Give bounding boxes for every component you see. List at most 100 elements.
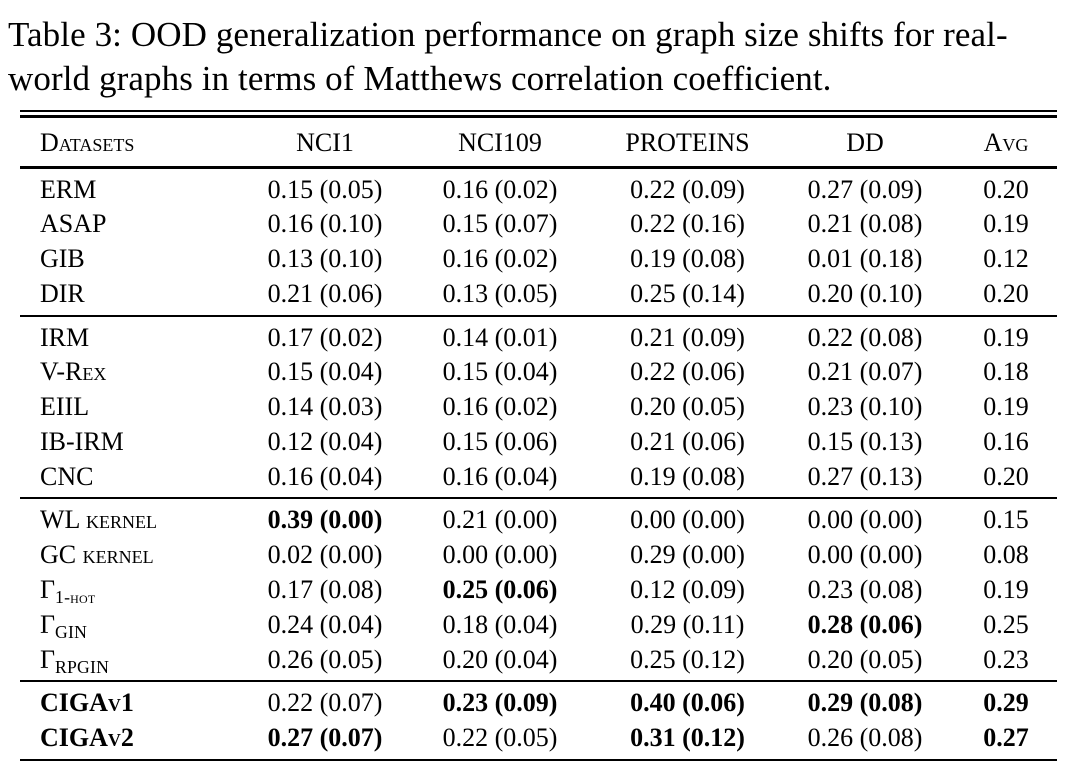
value-cell: 0.29 (0.08) bbox=[807, 688, 923, 718]
method-label-text: CNC bbox=[40, 462, 94, 491]
value-cell: 0.15 (0.13) bbox=[807, 427, 923, 457]
value-cell: 0.22 (0.16) bbox=[630, 209, 745, 239]
table-row: ERM 0.15 (0.05) 0.16 (0.02) 0.22 (0.09) 0.27… bbox=[20, 167, 1057, 207]
value-cell: 0.19 bbox=[983, 209, 1029, 239]
value-cell: 0.25 (0.12) bbox=[630, 644, 745, 674]
value-cell: 0.23 (0.09) bbox=[442, 688, 558, 718]
method-label-text: Γ bbox=[40, 644, 56, 674]
value-cell: 0.17 (0.08) bbox=[267, 575, 383, 605]
value-cell: 0.39 (0.00) bbox=[267, 505, 383, 535]
method-label: ΓGIN bbox=[20, 608, 250, 643]
value-cell: 0.22 (0.09) bbox=[630, 174, 745, 204]
table-header: Datasets NCI1 NCI109 PROTEINS DD Avg bbox=[20, 118, 1057, 168]
value-cell: 0.01 (0.18) bbox=[807, 244, 923, 274]
value-cell: 0.15 (0.06) bbox=[442, 427, 558, 457]
value-cell: 0.19 (0.08) bbox=[630, 462, 745, 491]
table-row: ΓGIN 0.24 (0.04) 0.18 (0.04) 0.29 (0.11) 0.2… bbox=[20, 608, 1057, 643]
value-cell: 0.00 (0.00) bbox=[442, 540, 558, 570]
method-label: Γ1-hot bbox=[20, 573, 250, 608]
table-row: CNC 0.16 (0.04) 0.16 (0.04) 0.19 (0.08) 0.27… bbox=[20, 460, 1057, 499]
method-label-text: EIIL bbox=[40, 392, 90, 422]
value-cell: 0.25 (0.14) bbox=[630, 279, 745, 309]
method-label: IRM bbox=[20, 316, 250, 355]
row-group: CIGAv1 0.22 (0.07) 0.23 (0.09) 0.40 (0.06) 0… bbox=[20, 681, 1057, 759]
value-cell: 0.14 (0.01) bbox=[442, 322, 558, 352]
value-cell: 0.22 (0.07) bbox=[267, 688, 383, 718]
table-row: GIB 0.13 (0.10) 0.16 (0.02) 0.19 (0.08) 0.01… bbox=[20, 242, 1057, 277]
column-header: Datasets bbox=[40, 127, 135, 157]
method-label: IB-IRM bbox=[20, 425, 250, 460]
method-label: DIR bbox=[20, 277, 250, 316]
table-row: WL kernel 0.39 (0.00) 0.21 (0.00) 0.00 (0.0… bbox=[20, 498, 1057, 537]
method-label: V-Rex bbox=[20, 355, 250, 390]
table-row: DIR 0.21 (0.06) 0.13 (0.05) 0.25 (0.14) 0.20… bbox=[20, 277, 1057, 316]
row-group: IRM 0.17 (0.02) 0.14 (0.01) 0.21 (0.09) 0.22… bbox=[20, 315, 1057, 499]
column-header: Avg bbox=[983, 127, 1029, 157]
value-cell: 0.23 (0.10) bbox=[807, 392, 923, 422]
table-row: IB-IRM 0.12 (0.04) 0.15 (0.06) 0.21 (0.06) 0… bbox=[20, 425, 1057, 460]
value-cell: 0.29 bbox=[983, 688, 1029, 718]
column-header: NCI109 bbox=[458, 127, 542, 157]
value-cell: 0.25 (0.06) bbox=[442, 575, 558, 605]
value-cell: 0.27 (0.07) bbox=[267, 723, 383, 753]
value-cell: 0.19 bbox=[983, 322, 1029, 352]
column-header: NCI1 bbox=[296, 127, 354, 157]
value-cell: 0.29 (0.00) bbox=[630, 540, 745, 570]
header-row: Datasets NCI1 NCI109 PROTEINS DD Avg bbox=[20, 118, 1057, 168]
value-cell: 0.16 (0.02) bbox=[442, 392, 558, 422]
value-cell: 0.00 (0.00) bbox=[630, 505, 745, 535]
value-cell: 0.25 bbox=[983, 610, 1029, 639]
value-cell: 0.00 (0.00) bbox=[807, 505, 923, 535]
method-label: GC kernel bbox=[20, 538, 250, 573]
value-cell: 0.12 (0.09) bbox=[630, 575, 745, 605]
table-row: IRM 0.17 (0.02) 0.14 (0.01) 0.21 (0.09) 0.22… bbox=[20, 316, 1057, 355]
value-cell: 0.26 (0.05) bbox=[267, 644, 383, 674]
table-row: EIIL 0.14 (0.03) 0.16 (0.02) 0.20 (0.05) 0.2… bbox=[20, 390, 1057, 425]
value-cell: 0.27 (0.13) bbox=[807, 462, 923, 491]
method-label-text: IB-IRM bbox=[40, 427, 124, 457]
value-cell: 0.40 (0.06) bbox=[630, 688, 745, 718]
value-cell: 0.02 (0.00) bbox=[267, 540, 383, 570]
table-top-rule bbox=[20, 109, 1057, 118]
value-cell: 0.14 (0.03) bbox=[267, 392, 383, 422]
method-label: CIGAv1 bbox=[20, 681, 250, 720]
value-cell: 0.16 (0.04) bbox=[442, 462, 558, 491]
value-cell: 0.00 (0.00) bbox=[807, 540, 923, 570]
value-cell: 0.16 bbox=[983, 427, 1029, 457]
value-cell: 0.33 (0.05) bbox=[775, 760, 955, 768]
table-row: ΓRPGIN 0.26 (0.05) 0.20 (0.04) 0.25 (0.12) 0… bbox=[20, 642, 1057, 681]
method-label-subscript: 1-hot bbox=[55, 587, 96, 608]
table-area: Datasets NCI1 NCI109 PROTEINS DD Avg ERM 0.15 … bbox=[20, 109, 1057, 768]
value-cell: 0.08 bbox=[983, 540, 1029, 570]
value-cell: 0.32 (0.05) bbox=[250, 760, 400, 768]
value-cell: 0.15 (0.05) bbox=[267, 174, 383, 204]
method-label-text: DIR bbox=[40, 279, 85, 309]
method-label: ΓRPGIN bbox=[20, 642, 250, 681]
method-label-text: IRM bbox=[40, 322, 90, 352]
value-cell: 0.20 bbox=[983, 174, 1029, 204]
value-cell: 0.16 (0.02) bbox=[442, 174, 558, 204]
value-cell: 0.20 (0.05) bbox=[630, 392, 745, 422]
value-cell: 0.20 (0.10) bbox=[807, 279, 923, 309]
value-cell: 0.21 (0.00) bbox=[442, 505, 558, 535]
method-label-text: V-Rex bbox=[40, 357, 107, 387]
table-row: CIGAv1 0.22 (0.07) 0.23 (0.09) 0.40 (0.06) 0… bbox=[20, 681, 1057, 720]
table-row: CIGAv2 0.27 (0.07) 0.22 (0.05) 0.31 (0.12) 0… bbox=[20, 721, 1057, 760]
value-cell: 0.27 (0.09) bbox=[807, 174, 923, 204]
value-cell: 0.13 (0.05) bbox=[442, 279, 558, 309]
method-label-text: ERM bbox=[40, 174, 97, 204]
value-cell: 0.15 bbox=[983, 505, 1029, 535]
value-cell: 0.22 (0.06) bbox=[630, 357, 745, 387]
method-label: CIGAv2 bbox=[20, 721, 250, 760]
value-cell: 0.22 (0.05) bbox=[442, 723, 558, 753]
table-row: Γ1-hot 0.17 (0.08) 0.25 (0.06) 0.12 (0.09) 0… bbox=[20, 573, 1057, 608]
value-cell: 0.20 bbox=[983, 279, 1029, 309]
value-cell: 0.19 bbox=[983, 575, 1029, 605]
value-cell: 0.28 (0.06) bbox=[807, 610, 923, 639]
value-cell: 0.27 bbox=[983, 723, 1029, 753]
value-cell: 0.21 (0.06) bbox=[267, 279, 383, 309]
table-caption: Table 3: OOD generalization performance … bbox=[8, 15, 1008, 98]
table-row: Oracle (IID) 0.32 (0.05)0.37 (0.06)0.39 (… bbox=[20, 760, 1057, 768]
value-cell: 0.19 bbox=[983, 392, 1029, 422]
